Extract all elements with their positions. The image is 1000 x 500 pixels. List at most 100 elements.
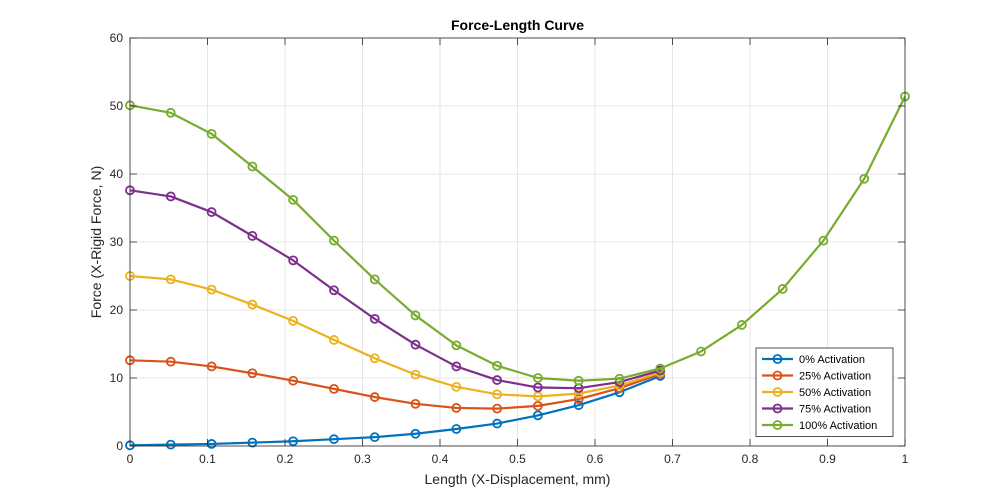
- y-axis-label: Force (X-Rigid Force, N): [88, 166, 104, 318]
- y-tick-label: 30: [110, 235, 124, 249]
- legend-item: 100% Activation: [762, 420, 877, 432]
- legend-label: 100% Activation: [799, 420, 877, 432]
- data-point: [329, 335, 339, 345]
- series-2: [125, 271, 666, 402]
- legend-item: 25% Activation: [762, 371, 871, 383]
- data-point: [206, 128, 217, 139]
- y-tick-label: 50: [110, 99, 124, 113]
- data-point: [451, 340, 462, 351]
- data-point: [451, 424, 462, 434]
- data-point: [247, 230, 258, 241]
- legend-marker: [772, 420, 783, 430]
- x-tick-label: 0: [127, 452, 134, 466]
- data-point: [369, 313, 380, 324]
- data-point: [410, 369, 421, 380]
- data-point: [206, 284, 217, 295]
- legend-item: 75% Activation: [762, 404, 871, 416]
- series-4: [125, 91, 910, 386]
- data-point: [696, 346, 706, 357]
- data-point: [206, 207, 217, 217]
- axis-ticks: 0 0.1 0.2 0.3 0.4 0.5 0.6 0.7 0.8 0.9 101020304050…: [110, 31, 909, 466]
- legend-label: 0% Activation: [799, 354, 865, 366]
- data-point: [369, 432, 380, 443]
- x-axis-label: Length (X-Displacement, mm): [425, 471, 611, 487]
- data-point: [532, 410, 543, 421]
- x-tick-label: 0.6: [587, 452, 604, 466]
- data-point: [492, 403, 503, 414]
- legend-marker: [772, 354, 783, 364]
- series-line: [129, 274, 661, 398]
- data-point: [329, 434, 339, 445]
- series-3: [125, 185, 666, 394]
- data-point: [859, 173, 870, 184]
- y-tick-label: 40: [110, 167, 124, 181]
- data-point: [369, 274, 380, 285]
- series-0: [125, 371, 666, 451]
- legend-marker: [772, 370, 783, 381]
- data-point: [410, 339, 421, 350]
- data-point: [410, 398, 421, 409]
- data-point: [247, 161, 258, 172]
- y-tick-label: 0: [116, 439, 123, 453]
- data-point: [410, 428, 421, 439]
- data-point: [165, 274, 176, 285]
- data-point: [329, 285, 339, 296]
- series-line: [129, 359, 661, 410]
- data-point: [288, 315, 299, 326]
- data-point: [165, 356, 176, 367]
- data-point: [369, 392, 380, 402]
- legend-item: 50% Activation: [762, 387, 871, 399]
- x-tick-label: 0.4: [432, 452, 449, 466]
- data-point: [247, 368, 258, 379]
- data-point: [818, 235, 829, 246]
- y-tick-label: 10: [110, 371, 124, 385]
- x-tick-label: 0.9: [819, 452, 836, 466]
- series-line: [129, 374, 661, 447]
- legend-marker: [772, 387, 783, 397]
- x-tick-label: 0.3: [354, 452, 371, 466]
- legend-label: 25% Activation: [799, 371, 871, 383]
- data-point: [573, 388, 584, 399]
- series-layer: [125, 91, 910, 451]
- data-point: [329, 235, 339, 246]
- data-point: [206, 361, 217, 372]
- data-point: [614, 373, 625, 384]
- series-line: [129, 95, 906, 382]
- x-tick-label: 1: [902, 452, 909, 466]
- data-point: [655, 363, 666, 374]
- data-point: [777, 284, 788, 294]
- data-point: [288, 194, 299, 205]
- data-point: [247, 437, 258, 448]
- data-point: [329, 383, 339, 394]
- data-point: [492, 360, 503, 371]
- x-tick-label: 0.5: [509, 452, 526, 466]
- chart-title: Force-Length Curve: [451, 17, 584, 33]
- data-point: [736, 320, 747, 330]
- data-point: [573, 394, 584, 404]
- x-tick-label: 0.7: [664, 452, 681, 466]
- data-point: [451, 381, 462, 392]
- series-line: [129, 189, 661, 390]
- data-point: [165, 107, 176, 118]
- data-point: [165, 439, 176, 450]
- data-point: [532, 400, 543, 411]
- data-point: [492, 375, 503, 385]
- x-tick-label: 0.1: [199, 452, 216, 466]
- data-point: [165, 191, 176, 202]
- data-point: [288, 375, 299, 386]
- legend-item: 0% Activation: [762, 354, 865, 366]
- data-point: [288, 436, 299, 447]
- data-point: [410, 310, 421, 321]
- data-point: [451, 361, 462, 372]
- data-point: [532, 382, 543, 393]
- data-point: [288, 255, 299, 266]
- data-point: [492, 389, 503, 400]
- legend-label: 50% Activation: [799, 387, 871, 399]
- data-point: [532, 373, 543, 383]
- legend-marker: [772, 403, 783, 414]
- y-tick-label: 60: [110, 31, 124, 45]
- data-point: [247, 299, 258, 310]
- data-point: [573, 400, 584, 411]
- data-point: [573, 375, 584, 386]
